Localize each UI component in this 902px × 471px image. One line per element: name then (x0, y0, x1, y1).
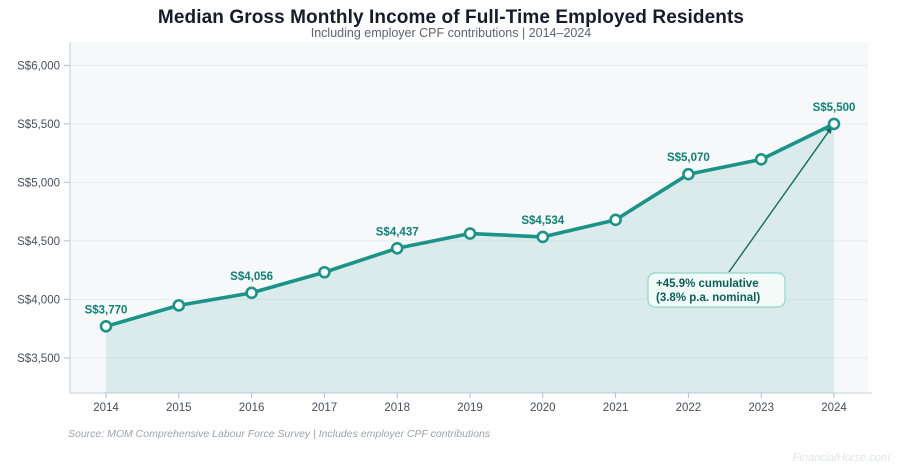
chart-subtitle: Including employer CPF contributions | 2… (310, 26, 592, 40)
x-axis-label: 2020 (530, 402, 556, 414)
data-point-label: S$5,500 (813, 102, 856, 114)
y-axis-label: S$3,500 (17, 353, 60, 365)
data-point-label: S$4,437 (376, 226, 419, 238)
data-point-2015 (172, 299, 186, 312)
plot-background (70, 42, 868, 393)
x-axis-label: 2016 (239, 402, 265, 414)
y-axis-label: S$5,500 (17, 119, 60, 131)
data-point-2016 (245, 286, 258, 300)
data-point-2019 (463, 227, 477, 240)
y-axis-label: S$4,500 (17, 236, 60, 248)
data-point-2020 (536, 230, 550, 244)
x-axis-label: 2022 (676, 402, 702, 414)
data-point-label: S$4,056 (230, 271, 273, 283)
data-point-label: S$3,770 (85, 304, 128, 316)
data-point-2022 (682, 167, 695, 181)
annotation-arrow (728, 131, 829, 273)
x-axis-label: 2023 (748, 402, 774, 414)
x-axis-label: 2018 (384, 402, 410, 414)
x-axis-label: 2017 (312, 402, 338, 414)
x-axis-label: 2014 (93, 402, 119, 414)
x-axis-label: 2019 (457, 402, 483, 414)
data-point-label: S$4,534 (521, 215, 564, 227)
y-axis-label: S$6,000 (17, 60, 60, 72)
data-point-2024 (827, 117, 841, 131)
annotation-text-line: (3.8% p.a. nominal) (656, 292, 760, 304)
data-point-2021 (609, 213, 622, 227)
data-point-2014 (99, 320, 113, 333)
x-axis-label: 2021 (603, 402, 629, 414)
area-fill (106, 123, 834, 394)
y-axis-label: S$4,000 (17, 294, 60, 306)
annotation-box (647, 272, 786, 308)
x-axis-label: 2024 (821, 402, 847, 414)
x-axis-label: 2015 (166, 402, 192, 414)
source-note: Source: MOM Comprehensive Labour Force S… (68, 428, 491, 440)
data-point-2017 (318, 265, 331, 279)
watermark: FinancialHorse.com (792, 452, 890, 464)
data-point-2023 (754, 153, 768, 166)
y-axis-label: S$5,000 (17, 177, 60, 189)
chart-title: Median Gross Monthly Income of Full-Time… (157, 7, 745, 28)
data-point-label: S$5,070 (667, 152, 710, 164)
data-point-2018 (390, 241, 404, 255)
annotation-text-line: +45.9% cumulative (656, 278, 759, 290)
